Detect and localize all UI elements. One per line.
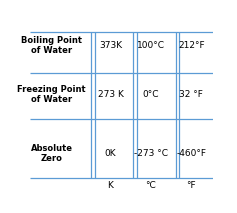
Text: 273 K: 273 K (97, 90, 123, 99)
Text: K: K (108, 181, 113, 190)
Text: Absolute
Zero: Absolute Zero (31, 144, 73, 163)
Text: °C: °C (146, 181, 156, 190)
Text: -460°F: -460°F (176, 149, 206, 158)
Text: °F: °F (187, 181, 196, 190)
Text: -273 °C: -273 °C (134, 149, 168, 158)
Text: Boiling Point
of Water: Boiling Point of Water (21, 36, 82, 55)
Text: 32 °F: 32 °F (179, 90, 203, 99)
Text: 0K: 0K (105, 149, 116, 158)
Text: 0°C: 0°C (143, 90, 159, 99)
Text: 100°C: 100°C (137, 41, 165, 50)
Text: Freezing Point
of Water: Freezing Point of Water (17, 85, 86, 104)
Text: 212°F: 212°F (178, 41, 205, 50)
Text: 373K: 373K (99, 41, 122, 50)
